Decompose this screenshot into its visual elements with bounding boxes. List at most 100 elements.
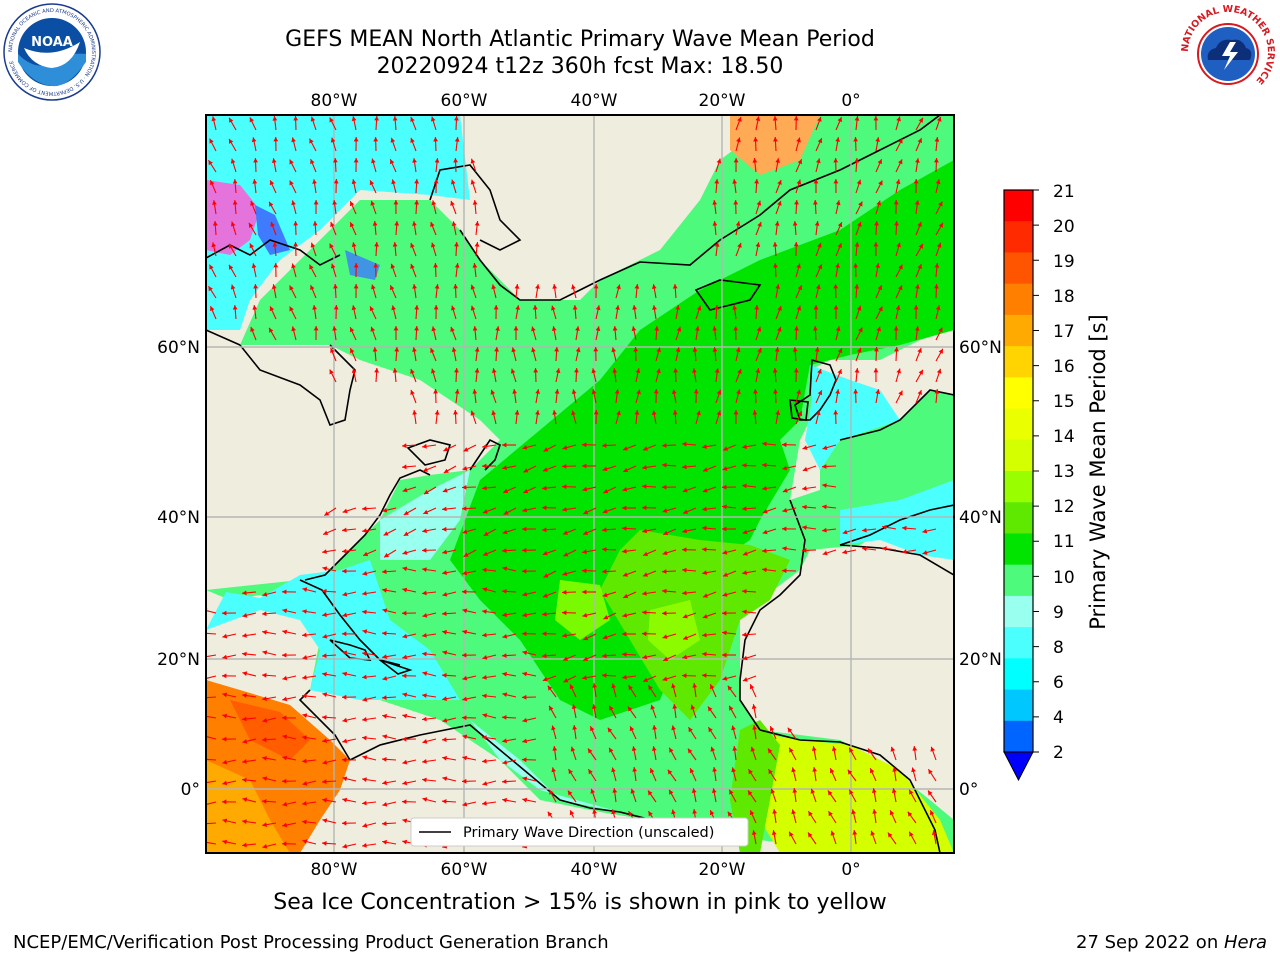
wave-arrow-head (702, 614, 708, 619)
wave-arrow-head (422, 528, 427, 534)
wave-arrow-head (603, 615, 609, 620)
wave-arrow-head (595, 305, 601, 311)
wave-arrow-head (222, 692, 228, 698)
wave-arrow-head (797, 411, 803, 417)
wave-arrow-head (453, 158, 458, 163)
lat-label: 60°N (157, 338, 200, 358)
wave-arrow-head (749, 810, 755, 816)
wave-arrow-head (732, 746, 738, 751)
wave-arrow-head (370, 326, 376, 332)
wave-arrow-head (392, 368, 398, 373)
wave-arrow-head (502, 653, 507, 658)
lon-label: 80°W (311, 91, 358, 111)
wave-arrow-head (696, 410, 701, 416)
wave-arrow-head (252, 179, 258, 184)
wave-arrow-head (351, 305, 357, 311)
wave-arrow-head (282, 652, 287, 658)
wave-arrow-head (554, 347, 559, 352)
wave-arrow-head (622, 526, 627, 531)
wave-arrow-head (770, 788, 776, 794)
wave-arrow-head (817, 242, 822, 248)
wave-arrow-head (702, 525, 707, 531)
wave-arrow-head (922, 528, 928, 534)
wave-arrow-head (342, 591, 348, 597)
wave-arrow-head (442, 570, 447, 575)
lat-label: 20°N (157, 650, 200, 670)
wave-arrow-head (353, 158, 359, 163)
wave-arrow-head (422, 567, 427, 572)
wave-arrow-head (872, 809, 877, 814)
wave-arrow-head (210, 306, 215, 312)
wave-arrow-head (491, 284, 497, 290)
wave-arrow-head (302, 781, 308, 786)
wave-arrow-head (322, 672, 327, 677)
wave-arrow-head (796, 389, 801, 395)
wave-arrow-head (474, 347, 480, 352)
wave-arrow-head (302, 735, 307, 740)
wave-arrow-head (622, 631, 627, 637)
wave-arrow-head (854, 368, 860, 373)
wave-arrow-head (574, 368, 579, 373)
wave-arrow-head (736, 137, 741, 143)
wave-arrow-head (555, 368, 561, 374)
wave-arrow-head (342, 527, 347, 533)
wave-arrow-head (918, 369, 923, 375)
wave-arrow-head (563, 678, 569, 683)
wave-arrow-head (414, 326, 419, 331)
wave-arrow-head (749, 684, 755, 690)
wave-arrow-head (332, 326, 337, 331)
wave-arrow-head (232, 200, 238, 205)
wave-arrow-head (222, 610, 227, 616)
colorbar-segment (1004, 252, 1033, 285)
wave-arrow-head (431, 368, 436, 374)
wave-arrow-head (522, 612, 528, 618)
wave-arrow-head (502, 612, 507, 618)
wave-arrow-head (442, 776, 448, 781)
wave-arrow-head (442, 673, 447, 678)
wave-arrow-head (222, 633, 228, 639)
wave-arrow-head (430, 116, 436, 122)
wave-arrow-head (362, 528, 367, 533)
wave-arrow-head (854, 116, 860, 121)
wave-arrow-head (575, 347, 581, 353)
wave-arrow-head (262, 630, 267, 635)
wave-arrow-head (373, 263, 379, 268)
wave-arrow-head (642, 484, 647, 489)
wave-arrow-head (313, 326, 319, 331)
wave-arrow-head (382, 676, 388, 681)
wave-arrow-head (229, 264, 234, 270)
wave-arrow-head (282, 715, 287, 721)
wave-period-field (206, 115, 954, 853)
wave-arrow-head (768, 748, 773, 754)
wave-arrow-head (362, 777, 367, 782)
wave-arrow-head (702, 570, 707, 575)
wave-arrow-head (462, 778, 467, 784)
wave-arrow-head (732, 179, 738, 184)
wave-arrow-head (782, 442, 787, 448)
wave-arrow-head (737, 368, 742, 374)
wave-arrow-head (402, 464, 407, 470)
wave-arrow-head (402, 673, 407, 679)
wave-arrow-head (322, 612, 327, 617)
wave-arrow-head (230, 221, 236, 227)
wave-arrow-head (709, 684, 715, 690)
wave-arrow-head (382, 821, 387, 826)
colorbar-segment (1004, 283, 1033, 316)
wave-arrow-head (312, 179, 317, 184)
wave-arrow-head (482, 632, 487, 638)
wave-arrow-head (643, 446, 648, 451)
wave-arrow-head (342, 776, 348, 782)
wave-arrow-head (762, 509, 768, 514)
wave-arrow-head (262, 592, 268, 597)
colorbar-segment (1004, 439, 1033, 472)
wave-arrow-head (482, 567, 487, 573)
footer-date: 27 Sep 2022 on Hera (1076, 932, 1267, 953)
wave-arrow-head (433, 137, 438, 142)
wave-arrow-head (562, 610, 567, 616)
wave-arrow-head (522, 591, 528, 597)
wave-arrow-head (862, 527, 867, 533)
wave-arrow-head (547, 685, 553, 691)
wave-arrow-head (754, 305, 760, 310)
wave-arrow-head (332, 200, 338, 205)
wave-arrow-head (614, 389, 620, 394)
